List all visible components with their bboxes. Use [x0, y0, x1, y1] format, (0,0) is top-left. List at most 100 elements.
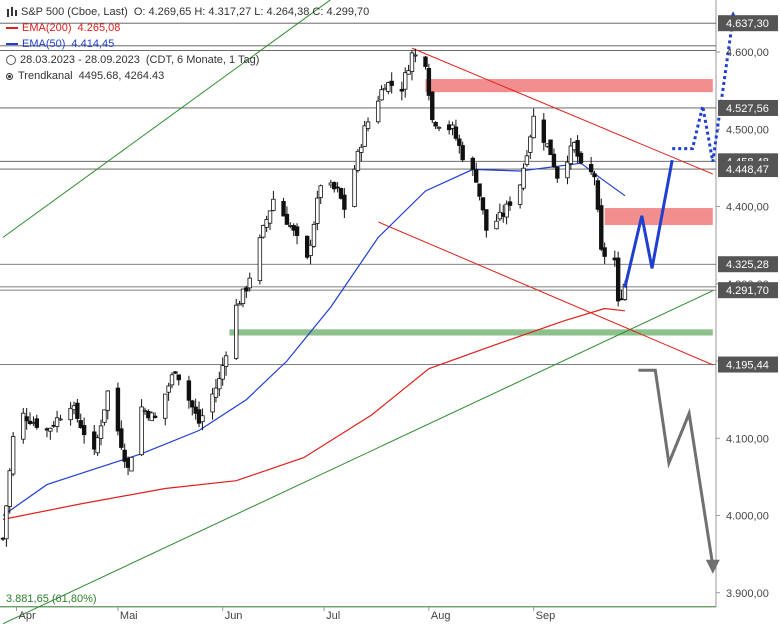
zones: [229, 79, 713, 336]
candle-body: [102, 409, 107, 423]
candle-body: [399, 88, 405, 92]
candle-body: [142, 409, 148, 412]
candle: [240, 288, 246, 308]
candle-body: [271, 198, 276, 211]
candle: [139, 399, 144, 457]
price-series: [0, 48, 628, 547]
candle: [423, 55, 428, 70]
candle-body: [484, 209, 489, 231]
candle: [497, 203, 503, 221]
candle-body: [521, 167, 526, 189]
candle: [413, 48, 418, 63]
candle: [318, 184, 323, 205]
candle: [257, 234, 263, 285]
support-zone: [229, 329, 713, 336]
level-price-label: 4.527,56: [726, 103, 769, 115]
candle-body: [409, 52, 415, 72]
candle: [284, 206, 290, 225]
candle: [294, 223, 300, 245]
downtrend-upper-line: [411, 47, 713, 175]
candle-body: [4, 505, 9, 540]
candle-body: [78, 420, 83, 428]
candle: [102, 409, 107, 426]
candle: [528, 134, 533, 160]
candle: [210, 388, 215, 420]
x-tick-label: Aug: [431, 610, 451, 622]
candle: [433, 121, 438, 130]
candle-body: [308, 244, 313, 256]
candle: [7, 468, 12, 514]
level-price-label: 4.195,44: [726, 360, 769, 372]
x-tick-label: Sep: [536, 610, 556, 622]
candle-body: [10, 436, 16, 475]
candle: [588, 157, 594, 175]
bull-scenario-line: [623, 159, 674, 288]
candle-body: [453, 126, 459, 139]
candle-body: [284, 213, 290, 225]
candle: [271, 190, 276, 212]
candle-body: [602, 247, 607, 257]
candle: [213, 379, 219, 403]
bear-scenario-line: [638, 368, 715, 566]
candle: [551, 148, 557, 169]
candle: [81, 417, 87, 444]
candle: [142, 407, 148, 415]
candle: [470, 156, 476, 177]
candle: [98, 419, 104, 446]
candle: [473, 162, 479, 183]
candle-body: [548, 139, 553, 156]
candle-body: [281, 200, 286, 217]
candle: [119, 420, 124, 450]
candle-body: [75, 402, 80, 419]
candle-body: [531, 115, 536, 139]
candle-body: [234, 304, 239, 359]
candle: [176, 374, 181, 386]
channel-upper-line: [2, 0, 332, 238]
candle: [504, 200, 509, 225]
candle-body: [21, 412, 26, 440]
candle-body: [528, 136, 533, 153]
x-tick-label: Apr: [19, 610, 36, 622]
candle-body: [406, 70, 411, 75]
candle: [555, 166, 560, 183]
candle: [244, 285, 249, 298]
candle-body: [34, 418, 39, 428]
candle-body: [379, 89, 384, 101]
candle: [338, 187, 344, 200]
candle: [575, 135, 580, 164]
candle: [453, 119, 459, 141]
candle-body: [335, 186, 340, 189]
candle: [186, 375, 192, 409]
ema200-label: EMA(200): [22, 22, 72, 34]
ema200-line: [2, 307, 625, 520]
candle-body: [524, 155, 530, 165]
level-price-label: 4.325,28: [726, 259, 769, 271]
candle-body: [355, 150, 361, 171]
channel-value: 4495.68, 4264.43: [78, 70, 165, 82]
candle-body: [315, 197, 320, 224]
candle-body: [551, 153, 557, 168]
candle-body: [359, 146, 364, 153]
candle: [220, 357, 225, 386]
candle-body: [294, 226, 300, 236]
date-range: 28.03.2023 - 28.09.2023: [20, 54, 140, 66]
candle: [129, 456, 134, 472]
candle: [4, 505, 9, 547]
candle-body: [599, 205, 604, 250]
candle-body: [473, 169, 479, 183]
y-tick-label: 4.100,00: [726, 433, 769, 445]
candle-body: [81, 425, 87, 436]
candle: [599, 198, 604, 252]
channel-label: Trendkanal: [18, 70, 73, 82]
calendar-icon: [6, 55, 16, 66]
candle: [261, 224, 266, 239]
candle: [521, 163, 526, 191]
candle-body: [152, 415, 158, 418]
candle-body: [173, 371, 178, 374]
symbol-label: S&P 500 (Cboe, Last): [21, 6, 128, 18]
candle: [122, 443, 127, 468]
candle-body: [436, 126, 442, 129]
candle-body: [565, 161, 570, 179]
candle-body: [403, 72, 408, 90]
